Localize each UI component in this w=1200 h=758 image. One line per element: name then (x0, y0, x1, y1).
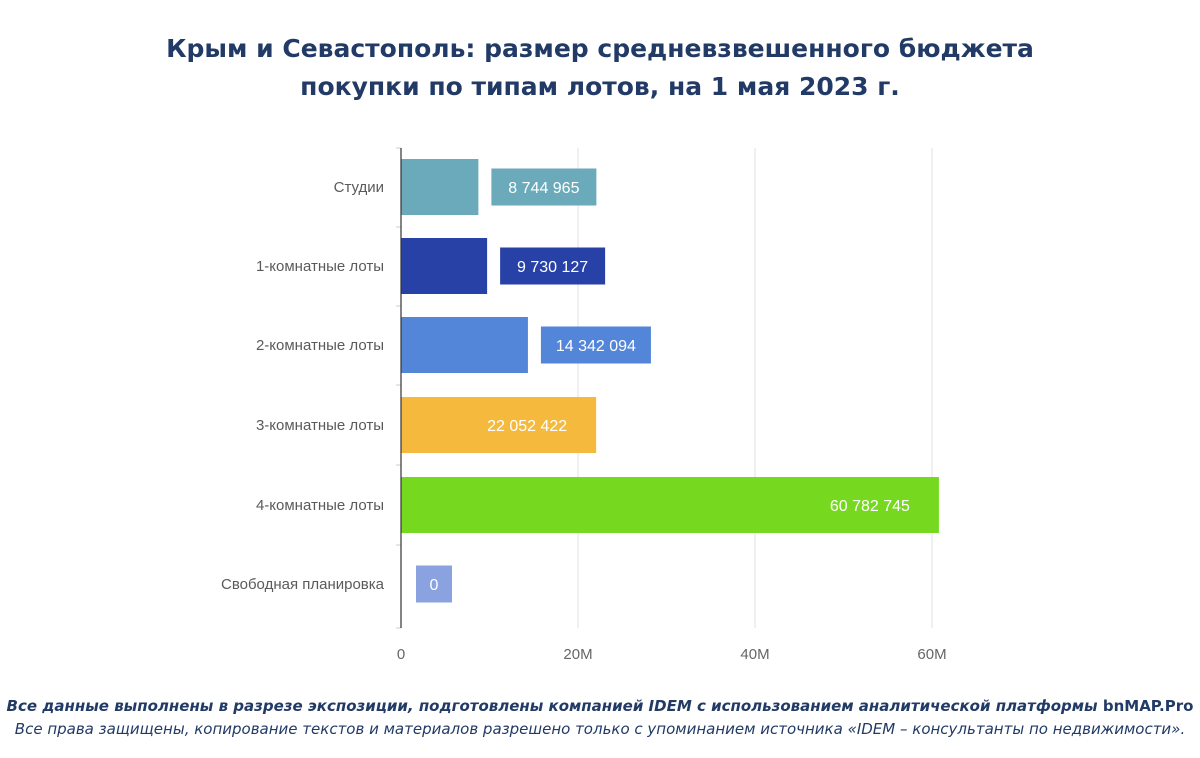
chart-title-line-1: Крым и Севастополь: размер средневзвешен… (166, 34, 1034, 63)
data-label: 22 052 422 (487, 418, 567, 435)
x-tick-label: 40M (740, 646, 769, 663)
data-label: 9 730 127 (517, 259, 588, 276)
bar (401, 397, 597, 453)
x-tick-label: 20M (563, 646, 592, 663)
x-tick-label: 0 (397, 646, 405, 663)
chart-title: Крым и Севастополь: размер средневзвешен… (0, 30, 1200, 106)
category-label: Свободная планировка (221, 576, 385, 593)
data-label-box (491, 168, 597, 206)
data-label: 60 782 745 (830, 498, 910, 515)
bar (401, 159, 479, 215)
chart-title-line-2: покупки по типам лотов, на 1 мая 2023 г. (300, 72, 900, 101)
category-label: 1-комнатные лоты (256, 258, 384, 275)
data-label: 14 342 094 (556, 338, 636, 355)
data-label-box (500, 247, 606, 285)
data-label-box (540, 326, 651, 364)
bar (401, 238, 488, 294)
data-label: 8 744 965 (508, 180, 579, 197)
x-tick-label: 60M (917, 646, 946, 663)
footer-copyright: Все права защищены, копирование текстов … (14, 720, 1186, 738)
category-label: 3-комнатные лоты (256, 417, 384, 434)
bar-chart: Студии 8 744 965 1-комнатные лоты 9 730 127… (221, 147, 947, 663)
bar (401, 317, 528, 373)
footer-source-text: Все данные выполнены в разрезе экспозици… (6, 697, 1098, 715)
footer-source-note: Все данные выполнены в разрезе экспозици… (0, 697, 1200, 715)
category-label: 4-комнатные лоты (256, 497, 384, 514)
footer-brand: bnMAP.Pro (1102, 697, 1194, 715)
data-label: 0 (430, 577, 439, 594)
bar (401, 477, 939, 533)
category-label: Студии (334, 179, 384, 196)
data-label-box (416, 565, 452, 603)
category-label: 2-комнатные лоты (256, 337, 384, 354)
